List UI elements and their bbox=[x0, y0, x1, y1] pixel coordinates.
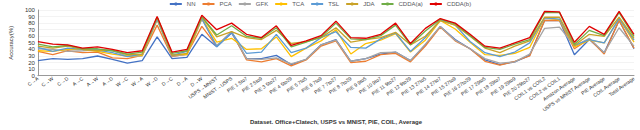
svg-text:TSL: TSL bbox=[328, 1, 340, 7]
svg-text:PIE 19 29to9: PIE 19 29to9 bbox=[489, 75, 517, 97]
svg-text:A→W: A→W bbox=[85, 75, 99, 88]
svg-text:PIE Average: PIE Average bbox=[579, 75, 606, 97]
svg-text:PIE 4 5to29: PIE 4 5to29 bbox=[268, 75, 293, 96]
svg-text:Dataset. Office+Clatech, USPS: Dataset. Office+Clatech, USPS vs MNIST, … bbox=[250, 119, 423, 125]
svg-text:COIL Average: COIL Average bbox=[591, 75, 621, 98]
svg-text:PIE 1 5to7: PIE 1 5to7 bbox=[225, 75, 249, 94]
svg-text:C→W: C→W bbox=[40, 75, 55, 88]
svg-text:COIL2 vs COIL1: COIL2 vs COIL1 bbox=[527, 75, 562, 102]
svg-text:PIE 20 29to27: PIE 20 29to27 bbox=[502, 75, 532, 99]
svg-text:D→W: D→W bbox=[189, 75, 204, 88]
svg-text:NN: NN bbox=[187, 1, 196, 7]
svg-text:40: 40 bbox=[28, 46, 35, 52]
svg-text:PIE 10 9to7: PIE 10 9to7 bbox=[357, 75, 383, 96]
svg-text:JDA: JDA bbox=[363, 1, 374, 7]
svg-text:PIE 7 7to27: PIE 7 7to27 bbox=[312, 75, 338, 96]
svg-text:Accuracy(%): Accuracy(%) bbox=[8, 26, 14, 60]
svg-text:PIE 16 27to29: PIE 16 27to29 bbox=[442, 75, 472, 99]
svg-text:TCA: TCA bbox=[292, 1, 304, 7]
svg-text:PIE 13 27to5: PIE 13 27to5 bbox=[400, 75, 428, 97]
svg-text:USPS→MNIST: USPS→MNIST bbox=[187, 75, 219, 100]
svg-text:80: 80 bbox=[28, 20, 35, 26]
svg-text:PIE 14 27to7: PIE 14 27to7 bbox=[414, 75, 442, 97]
svg-text:USPS vs MNIST Average: USPS vs MNIST Average bbox=[541, 75, 591, 113]
svg-text:20: 20 bbox=[28, 60, 35, 66]
svg-text:30: 30 bbox=[28, 53, 35, 59]
svg-text:A→C: A→C bbox=[71, 75, 85, 87]
svg-text:60: 60 bbox=[28, 33, 35, 39]
svg-text:PIE 5 7to5: PIE 5 7to5 bbox=[285, 75, 308, 94]
svg-text:W→C: W→C bbox=[115, 75, 130, 88]
svg-text:PIE 9 9to5: PIE 9 9to5 bbox=[344, 75, 368, 94]
svg-text:C→D: C→D bbox=[56, 75, 70, 87]
svg-text:10: 10 bbox=[28, 66, 35, 72]
svg-text:PIE 15 27to9: PIE 15 27to9 bbox=[429, 75, 457, 97]
svg-text:D→A: D→A bbox=[175, 75, 189, 87]
svg-text:70: 70 bbox=[28, 27, 35, 33]
svg-text:COIL1 vs COIL2: COIL1 vs COIL2 bbox=[512, 75, 547, 102]
svg-text:CDDA(a): CDDA(a) bbox=[399, 1, 423, 7]
svg-text:GFK: GFK bbox=[256, 1, 268, 7]
svg-text:W→A: W→A bbox=[130, 75, 145, 88]
svg-text:D→C: D→C bbox=[160, 75, 174, 87]
svg-text:MNIST→USPS: MNIST→USPS bbox=[201, 75, 234, 100]
svg-text:PIE 12 9to29: PIE 12 9to29 bbox=[385, 75, 413, 97]
svg-text:PCA: PCA bbox=[219, 1, 231, 7]
svg-text:PIE 11 9to27: PIE 11 9to27 bbox=[370, 75, 398, 97]
svg-text:100: 100 bbox=[25, 7, 36, 13]
svg-text:C→A: C→A bbox=[26, 75, 40, 87]
svg-text:CDDA(b): CDDA(b) bbox=[447, 1, 471, 7]
svg-text:Total Average: Total Average bbox=[608, 75, 636, 97]
svg-text:PIE 17 29to5: PIE 17 29to5 bbox=[459, 75, 487, 97]
svg-text:PIE 8 7to29: PIE 8 7to29 bbox=[327, 75, 353, 96]
svg-text:PIE 2 5to9: PIE 2 5to9 bbox=[240, 75, 264, 94]
svg-text:90: 90 bbox=[28, 14, 35, 20]
svg-text:50: 50 bbox=[28, 40, 35, 46]
svg-text:PIE 3 5to27: PIE 3 5to27 bbox=[253, 75, 279, 96]
svg-text:A→D: A→D bbox=[101, 75, 115, 87]
svg-text:Amazon Average: Amazon Average bbox=[541, 75, 577, 102]
svg-text:W→D: W→D bbox=[144, 75, 159, 88]
svg-text:PIE 18 29to7: PIE 18 29to7 bbox=[474, 75, 502, 97]
svg-text:PIE 6 7to9: PIE 6 7to9 bbox=[300, 75, 323, 94]
